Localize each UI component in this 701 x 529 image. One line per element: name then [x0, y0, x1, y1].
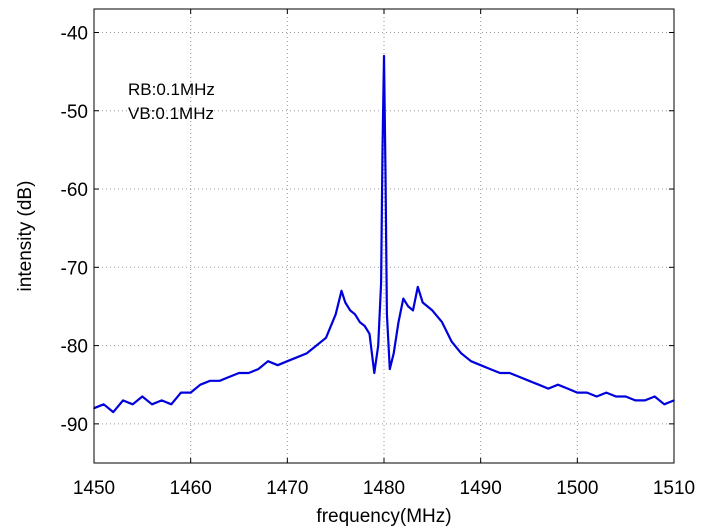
data-point [368, 333, 371, 335]
data-point [373, 372, 376, 374]
y-axis-label: intensity (dB) [15, 181, 36, 292]
data-point [421, 301, 424, 304]
data-point [397, 321, 400, 323]
data-point [340, 289, 343, 292]
data-point [209, 380, 211, 382]
data-point [349, 309, 351, 312]
data-point [122, 399, 124, 402]
data-point [663, 403, 666, 406]
x-tick-label: 1460 [170, 478, 212, 499]
data-point [460, 352, 463, 355]
annotation-vb: VB:0.1MHz [128, 104, 214, 123]
data-point [218, 380, 221, 382]
annotation-rb: RB:0.1MHz [128, 80, 215, 99]
data-point [325, 336, 327, 339]
data-point [247, 372, 250, 374]
data-point [624, 395, 627, 398]
x-tick-label: 1480 [363, 478, 405, 499]
data-point [383, 55, 385, 57]
data-point [189, 391, 192, 394]
series-line [93, 54, 675, 414]
data-point [557, 383, 559, 386]
data-point [547, 387, 550, 390]
data-point [344, 301, 347, 304]
data-point [359, 321, 361, 323]
data-point [160, 399, 163, 402]
data-point [389, 368, 391, 370]
data-point [131, 403, 134, 406]
data-point [354, 313, 356, 316]
x-tick-label: 1450 [73, 478, 115, 499]
data-point [286, 360, 289, 363]
data-point [605, 391, 608, 394]
data-point [576, 391, 579, 394]
data-point [384, 172, 387, 175]
data-point [450, 340, 453, 343]
data-point [180, 391, 182, 394]
data-point [402, 297, 405, 300]
y-tick-label: -80 [61, 337, 88, 358]
data-point [276, 364, 279, 366]
data-point [305, 352, 308, 355]
y-tick-label: -50 [61, 102, 88, 123]
data-point [315, 344, 318, 347]
x-tick-label: 1510 [653, 478, 695, 499]
data-point [595, 395, 598, 398]
y-tick-label: -40 [61, 23, 88, 44]
data-point [417, 286, 419, 288]
data-point [199, 383, 202, 386]
x-axis-label: frequency(MHz) [316, 506, 451, 527]
data-point [407, 305, 409, 308]
x-tick-label: 1470 [266, 478, 308, 499]
data-point [267, 360, 269, 363]
x-tick-group: 1450 1460 1470 1480 1490 1500 1510 [73, 9, 695, 499]
data-point [412, 309, 414, 312]
data-point [518, 376, 521, 378]
data-point [334, 313, 337, 316]
x-tick-label: 1490 [460, 478, 502, 499]
data-point [381, 149, 384, 151]
data-point [377, 344, 380, 347]
data-point [489, 368, 492, 370]
data-point [257, 368, 260, 370]
y-tick-label: -90 [61, 415, 88, 436]
y-tick-label: -60 [61, 180, 88, 201]
data-point [238, 372, 240, 374]
data-point [634, 399, 637, 402]
data-point [141, 395, 144, 398]
data-point [363, 325, 366, 327]
data-point [380, 282, 382, 284]
x-tick-label: 1500 [556, 478, 598, 499]
data-point [470, 360, 472, 363]
grid-lines [94, 9, 674, 463]
data-point [386, 313, 388, 316]
data-point [528, 380, 530, 382]
data-point [644, 399, 646, 402]
data-point [102, 403, 105, 406]
y-tick-group: -40 -50 -60 -70 -80 -90 [61, 23, 674, 436]
data-point [586, 391, 588, 394]
data-point [112, 411, 115, 413]
data-point [537, 383, 540, 386]
y-tick-label: -70 [61, 258, 88, 279]
series-group [93, 54, 675, 414]
data-point [151, 403, 153, 406]
data-point [653, 395, 656, 398]
data-point [392, 352, 395, 355]
data-point [615, 395, 617, 398]
data-point [170, 403, 173, 406]
data-point [508, 372, 511, 374]
data-point [431, 309, 434, 312]
data-point [228, 376, 231, 378]
data-point [441, 321, 443, 323]
data-point [479, 364, 482, 366]
data-point [566, 387, 569, 390]
data-point [296, 356, 298, 359]
data-point [499, 372, 501, 374]
